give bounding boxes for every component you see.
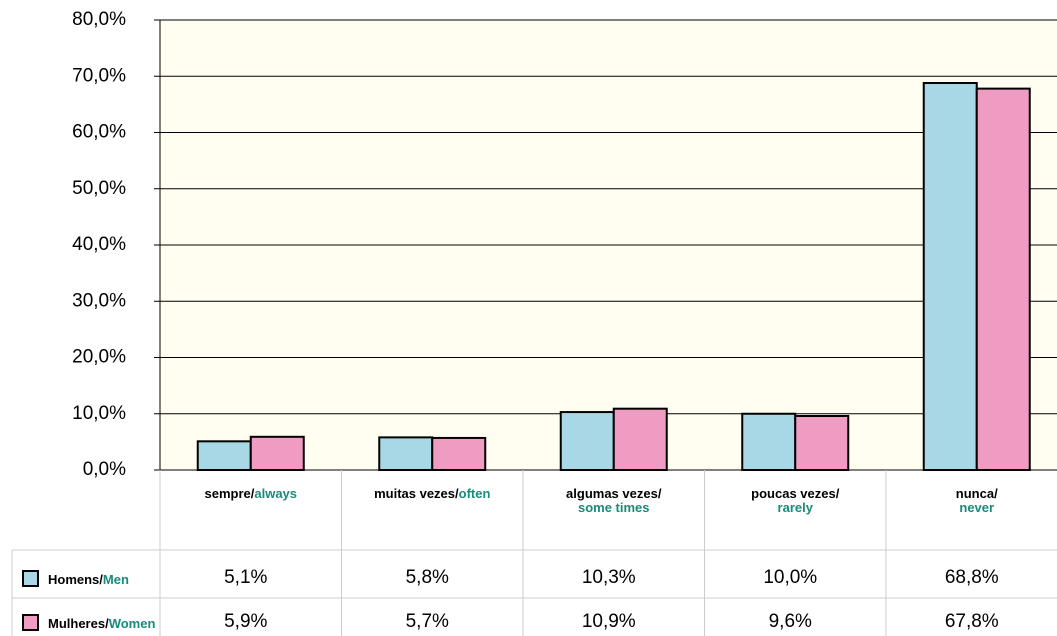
y-tick-label: 40,0% — [72, 234, 126, 255]
x-tick-label: algumas vezes/some times — [566, 486, 662, 515]
x-tick-label-en: rarely — [778, 500, 814, 515]
y-tick-label: 70,0% — [72, 65, 126, 86]
x-tick-label-pt: sempre/ — [204, 486, 254, 501]
x-tick-label: muitas vezes/often — [374, 486, 490, 501]
value-label: 68,8% — [945, 567, 999, 588]
y-tick-label: 50,0% — [72, 178, 126, 199]
value-label: 9,6% — [769, 611, 812, 632]
y-tick-label: 10,0% — [72, 403, 126, 424]
y-tick-label: 30,0% — [72, 290, 126, 311]
x-tick-label: poucas vezes/rarely — [751, 486, 840, 515]
x-tick-label-en: often — [459, 486, 491, 501]
x-tick-label-pt: muitas vezes/ — [374, 486, 459, 501]
bar — [196, 440, 252, 471]
x-tick-label: sempre/always — [204, 486, 297, 501]
x-tick-label-pt: algumas vezes/ — [566, 486, 662, 501]
bar — [741, 412, 797, 471]
legend-label-en: Women — [109, 616, 156, 631]
legend-label-pt: Mulheres/ — [48, 616, 109, 631]
y-tick-label: 0,0% — [83, 459, 126, 480]
legend-swatch — [22, 570, 39, 587]
bar — [794, 415, 850, 471]
x-tick-label-en: some times — [578, 500, 650, 515]
value-label: 10,3% — [582, 567, 636, 588]
value-label: 5,8% — [406, 567, 449, 588]
value-label: 5,7% — [406, 611, 449, 632]
x-tick-label-en: never — [959, 500, 994, 515]
x-tick-label: nunca/never — [956, 486, 998, 515]
bar — [431, 436, 487, 471]
value-label: 5,9% — [224, 611, 267, 632]
legend-label: Mulheres/Women — [48, 616, 155, 631]
legend-label-en: Men — [103, 572, 129, 587]
bar — [559, 411, 615, 471]
value-label: 67,8% — [945, 611, 999, 632]
bar — [975, 87, 1031, 471]
value-label: 10,0% — [763, 567, 817, 588]
value-label: 10,9% — [582, 611, 636, 632]
legend-label: Homens/Men — [48, 572, 129, 587]
y-tick-label: 80,0% — [72, 9, 126, 30]
x-tick-label-pt: nunca/ — [956, 486, 998, 501]
value-label: 5,1% — [224, 567, 267, 588]
legend-label-pt: Homens/ — [48, 572, 103, 587]
y-tick-label: 20,0% — [72, 347, 126, 368]
bar — [249, 435, 305, 471]
y-tick-label: 60,0% — [72, 122, 126, 143]
x-tick-label-en: always — [254, 486, 297, 501]
x-tick-label-pt: poucas vezes/ — [751, 486, 840, 501]
bar — [378, 436, 434, 471]
legend-swatch — [22, 614, 39, 631]
bar — [612, 407, 668, 471]
bar — [922, 82, 978, 471]
